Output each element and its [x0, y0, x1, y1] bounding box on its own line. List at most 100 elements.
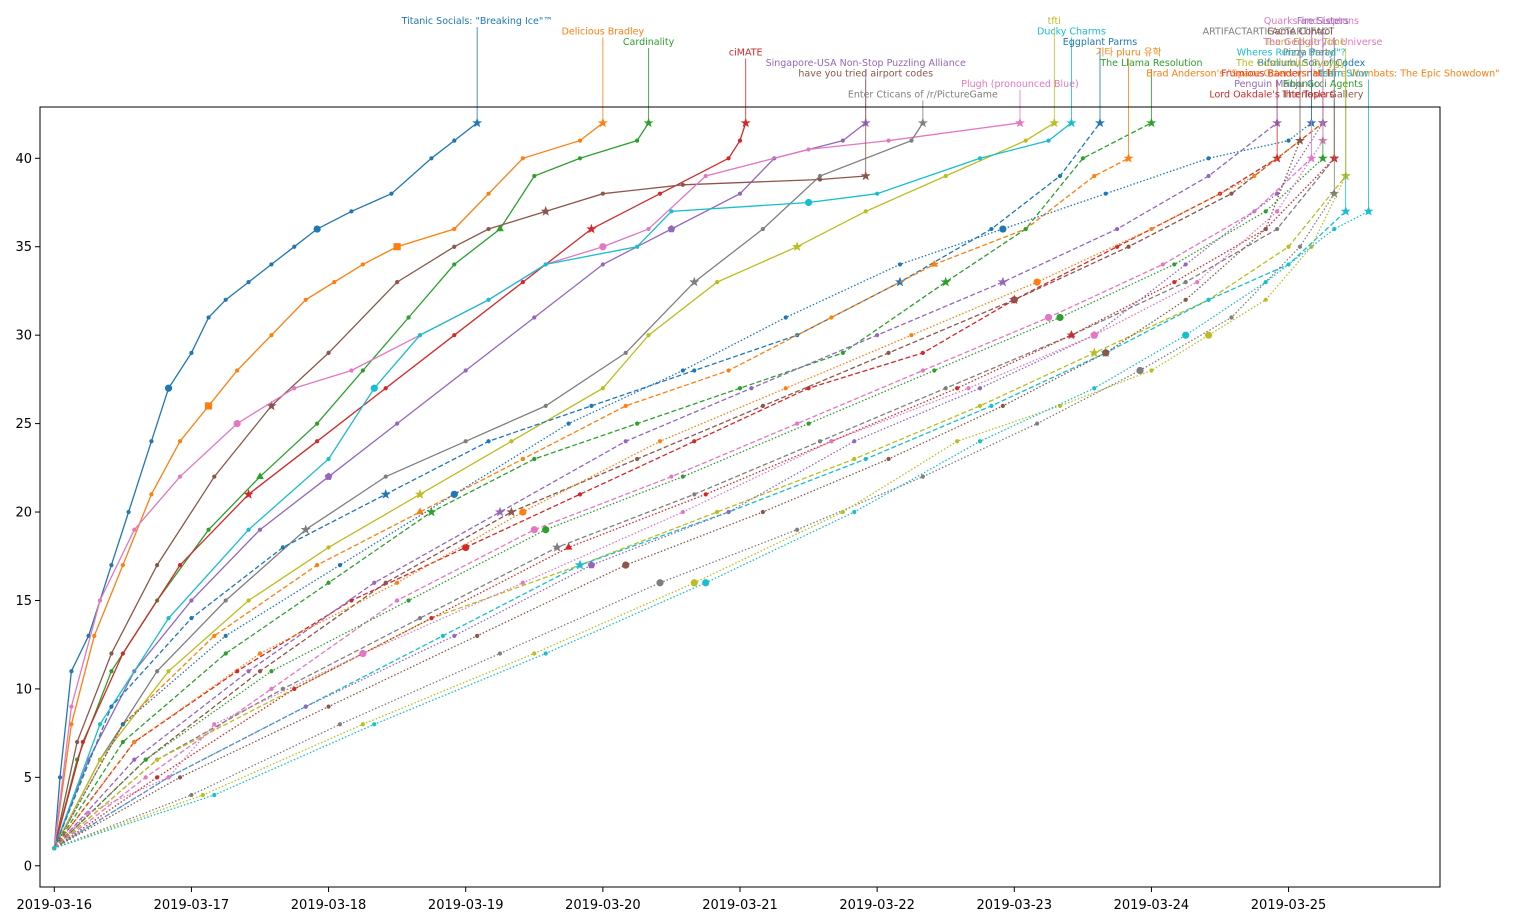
data-point — [206, 315, 211, 320]
x-axis: 2019-03-16 2019-03-17 2019-03-18 2019-03-19… — [17, 887, 1326, 913]
series-cardinality — [52, 117, 654, 851]
data-point — [1172, 280, 1177, 285]
data-point — [395, 280, 400, 285]
data-point — [1206, 156, 1211, 161]
series-line — [53, 157, 1129, 849]
data-point — [75, 739, 80, 745]
data-point — [1332, 226, 1337, 232]
data-point — [475, 633, 480, 638]
series-marker — [233, 419, 241, 428]
data-point — [349, 368, 354, 373]
data-point — [360, 722, 365, 727]
series-end-point — [1049, 117, 1060, 128]
series-marker — [1067, 330, 1076, 338]
series-marker — [530, 526, 538, 534]
annotation-cardinality: Cardinality — [623, 37, 675, 48]
data-point — [223, 651, 228, 656]
data-point — [715, 280, 720, 285]
data-point — [120, 739, 125, 745]
data-point — [143, 775, 148, 780]
data-point — [543, 262, 548, 267]
series-line — [53, 157, 1335, 849]
series-line — [53, 122, 924, 849]
data-point — [680, 182, 685, 187]
data-point — [577, 492, 583, 497]
data-point — [852, 456, 857, 462]
data-point — [1057, 173, 1063, 179]
series-marker — [496, 224, 504, 232]
data-point — [966, 386, 971, 391]
data-point — [109, 562, 114, 568]
data-point — [760, 403, 765, 409]
data-point — [326, 350, 331, 355]
data-point — [1263, 226, 1268, 232]
data-point — [977, 156, 983, 161]
data-point — [177, 474, 183, 479]
data-point — [955, 386, 960, 391]
data-point — [817, 173, 823, 179]
data-point — [897, 262, 903, 267]
series-marker — [1090, 331, 1098, 339]
data-point — [977, 439, 983, 444]
y-tick-label: 0 — [24, 859, 32, 874]
series-fibonacci-agents — [52, 153, 1328, 851]
series-end-point — [472, 117, 483, 128]
data-point — [795, 421, 800, 426]
annotation-the-llama-resolution: The Llama Resolution — [1099, 58, 1202, 69]
data-point — [92, 633, 97, 638]
series-marker — [542, 526, 550, 534]
data-point — [417, 333, 423, 338]
data-point — [829, 315, 834, 320]
series-bifolium-son-of-codex — [52, 117, 1317, 851]
data-point — [543, 403, 548, 409]
series-line — [53, 122, 867, 849]
data-point — [326, 545, 331, 550]
data-point — [1149, 226, 1154, 232]
series-marker — [1136, 366, 1144, 375]
data-point — [132, 739, 137, 745]
series-marker — [1182, 331, 1190, 339]
x-tick-label: 2019-03-20 — [565, 898, 641, 913]
data-point — [246, 280, 251, 285]
data-point — [1000, 403, 1005, 409]
data-point — [623, 403, 628, 409]
data-point — [292, 686, 297, 692]
series-line — [54, 193, 1335, 849]
data-point — [737, 138, 743, 143]
data-point — [577, 138, 583, 143]
data-point — [486, 226, 491, 232]
data-point — [292, 244, 297, 249]
data-point — [509, 439, 514, 444]
data-point — [955, 439, 960, 444]
series-marker — [414, 489, 426, 499]
data-point — [206, 527, 211, 532]
data-point — [1263, 209, 1268, 214]
data-point — [337, 722, 343, 727]
data-point — [646, 333, 651, 338]
data-point — [109, 669, 114, 674]
data-point — [349, 209, 354, 214]
series-marker — [324, 472, 333, 480]
data-point — [1103, 191, 1108, 196]
data-point — [1092, 173, 1097, 179]
data-point — [875, 191, 880, 196]
series-line — [53, 122, 1055, 849]
data-point — [1229, 315, 1234, 320]
data-point — [155, 757, 160, 762]
data-point — [692, 439, 697, 444]
y-tick-label: 35 — [15, 240, 32, 255]
data-point — [52, 845, 57, 851]
data-point — [69, 722, 74, 727]
series-marker — [1044, 313, 1053, 322]
data-point — [269, 686, 274, 692]
data-point — [349, 598, 354, 603]
series-marker — [313, 225, 321, 233]
series-marker — [519, 508, 527, 516]
data-point — [389, 191, 394, 196]
series-marker — [243, 488, 254, 499]
data-point — [1149, 368, 1154, 373]
data-point — [315, 562, 320, 568]
data-point — [635, 244, 640, 249]
data-point — [86, 810, 91, 815]
series-marker — [462, 543, 470, 552]
